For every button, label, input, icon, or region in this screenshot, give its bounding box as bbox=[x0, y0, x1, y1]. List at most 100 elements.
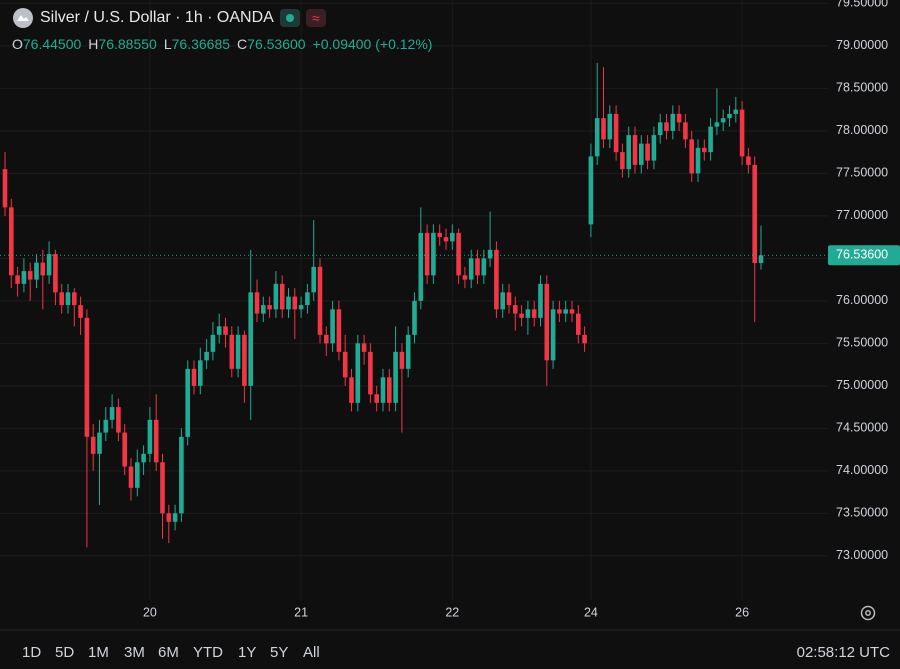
ohlc-key: C bbox=[237, 36, 248, 52]
candle-body bbox=[103, 419, 109, 433]
candle-body bbox=[563, 309, 568, 314]
candle-body bbox=[40, 262, 46, 276]
range-button[interactable]: 1M bbox=[88, 644, 109, 661]
candle-body bbox=[330, 309, 335, 344]
candle-body bbox=[702, 147, 707, 153]
y-tick-label: 74.00000 bbox=[836, 463, 888, 477]
range-button[interactable]: All bbox=[303, 644, 320, 661]
candle-body bbox=[97, 432, 102, 454]
candle-body bbox=[9, 207, 14, 276]
candle-body bbox=[645, 143, 650, 161]
candle-body bbox=[90, 436, 96, 454]
candle-body bbox=[500, 292, 505, 310]
candle-body bbox=[72, 292, 77, 306]
candle-body bbox=[185, 368, 190, 437]
candle-body bbox=[487, 249, 493, 259]
candle-body bbox=[286, 296, 291, 310]
toolbar: 02:58:12 UTC 1D 5D 1M 3M 6M YTD 1Y 5Y All bbox=[0, 640, 900, 669]
candle-body bbox=[544, 283, 550, 361]
candle-body bbox=[254, 292, 260, 314]
header: Silver / U.S. Dollar · 1h · OANDA ≈ bbox=[12, 7, 326, 29]
x-tick-label: 21 bbox=[294, 605, 308, 619]
candle-body bbox=[342, 351, 348, 378]
candle-body bbox=[752, 164, 757, 264]
range-button[interactable]: 3M bbox=[124, 644, 145, 661]
range-button[interactable]: YTD bbox=[193, 644, 223, 661]
candle-body bbox=[153, 419, 159, 463]
candle-body bbox=[298, 305, 304, 310]
candle-body bbox=[59, 292, 64, 306]
candle-body bbox=[116, 407, 121, 433]
candle-body bbox=[324, 334, 329, 344]
candle-body bbox=[34, 262, 39, 280]
candle-body bbox=[431, 232, 436, 276]
candle-body bbox=[399, 351, 405, 369]
last-price-label: 76.53600 bbox=[836, 248, 888, 262]
y-tick-label: 79.50000 bbox=[836, 0, 888, 10]
candle-body bbox=[468, 258, 474, 280]
candle-body bbox=[683, 122, 688, 140]
candle-body bbox=[506, 292, 512, 306]
range-button[interactable]: 6M bbox=[158, 644, 179, 661]
candle-body bbox=[109, 407, 115, 420]
candle-body bbox=[626, 135, 631, 170]
candle-body bbox=[588, 156, 594, 225]
candle-body bbox=[475, 258, 480, 276]
range-button[interactable]: 1Y bbox=[238, 644, 257, 661]
candle-body bbox=[651, 135, 657, 161]
candle-body bbox=[267, 305, 272, 310]
candle-body bbox=[531, 309, 537, 318]
candle-body bbox=[179, 436, 184, 514]
candle-body bbox=[714, 122, 720, 127]
candle-body bbox=[305, 292, 310, 306]
candle-body bbox=[437, 232, 442, 238]
candle-body bbox=[166, 513, 172, 522]
candle-body bbox=[557, 309, 562, 314]
ohlc-value: 76.44500 bbox=[22, 36, 82, 52]
candle-body bbox=[613, 113, 619, 153]
candle-body bbox=[355, 343, 361, 403]
y-tick-label: 76.00000 bbox=[836, 293, 888, 307]
x-tick-label: 20 bbox=[143, 605, 157, 619]
ohlc-key: O bbox=[12, 36, 23, 52]
y-tick-label: 78.50000 bbox=[836, 81, 888, 95]
candle-body bbox=[273, 283, 279, 310]
candle-body bbox=[229, 334, 235, 369]
candle-body bbox=[746, 156, 751, 165]
candle-body bbox=[443, 237, 449, 242]
candle-body bbox=[242, 334, 247, 386]
candle-body bbox=[248, 292, 253, 386]
candle-body bbox=[494, 249, 499, 310]
range-button[interactable]: 5Y bbox=[270, 644, 289, 661]
candle-body bbox=[456, 232, 461, 276]
candle-body bbox=[639, 143, 644, 165]
ohlc-value: 76.53600 bbox=[247, 36, 306, 52]
candle-body bbox=[727, 113, 732, 119]
candle-body bbox=[525, 309, 531, 318]
candle-body bbox=[424, 232, 430, 276]
candle-body bbox=[317, 266, 323, 335]
range-button[interactable]: 5D bbox=[55, 644, 75, 661]
settings-icon[interactable] bbox=[860, 605, 876, 621]
candle-body bbox=[191, 368, 197, 386]
last-price-box bbox=[828, 245, 900, 266]
candle-body bbox=[53, 254, 58, 293]
candle-body bbox=[311, 266, 316, 293]
candle-body bbox=[198, 360, 203, 386]
ohlc-legend: O76.44500 H76.88550 L76.36685 C76.53600 +0.0… bbox=[12, 36, 432, 52]
range-button[interactable]: 1D bbox=[22, 644, 42, 661]
x-tick-label: 26 bbox=[735, 605, 749, 619]
candle-body bbox=[21, 271, 27, 284]
candle-body bbox=[519, 313, 524, 318]
candle-body bbox=[689, 139, 694, 174]
candle-body bbox=[550, 309, 556, 361]
y-tick-label: 75.00000 bbox=[836, 378, 888, 392]
candle-body bbox=[160, 462, 165, 514]
candle-body bbox=[128, 466, 134, 488]
y-tick-label: 75.50000 bbox=[836, 336, 888, 350]
y-tick-label: 79.00000 bbox=[836, 38, 888, 52]
y-tick-label: 73.00000 bbox=[836, 548, 888, 562]
candle-body bbox=[147, 419, 153, 454]
candle-body bbox=[135, 462, 140, 488]
candle-body bbox=[670, 113, 676, 131]
